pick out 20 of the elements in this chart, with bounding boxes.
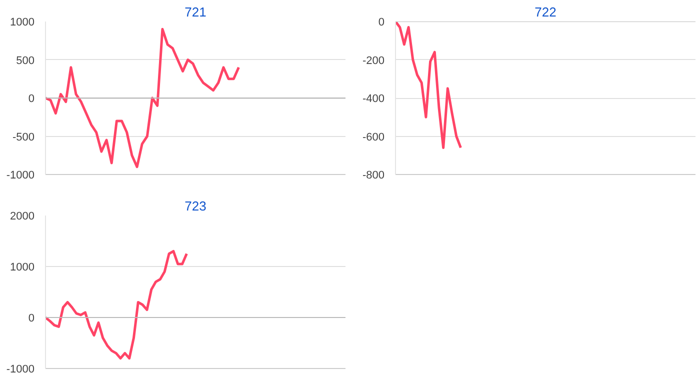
line-series <box>46 28 240 168</box>
y-tick-label: 1000 <box>10 16 35 28</box>
y-tick-label: 500 <box>16 54 35 67</box>
y-tick-label: -400 <box>362 93 385 105</box>
line-series <box>46 250 188 360</box>
y-tick-label: -600 <box>362 131 385 144</box>
chart-title: 722 <box>534 4 556 20</box>
y-tick-label: 2000 <box>10 210 35 222</box>
y-tick-label: 0 <box>28 312 35 324</box>
y-tick-label: 0 <box>378 16 385 28</box>
chart-title: 723 <box>184 198 206 214</box>
y-tick-label: -1000 <box>6 364 35 376</box>
chart-title: 721 <box>184 4 206 20</box>
y-tick-label: 1000 <box>10 262 35 274</box>
y-tick-label: -1000 <box>6 170 35 182</box>
y-tick-label: -800 <box>362 170 385 182</box>
y-tick-label: 0 <box>28 93 35 105</box>
line-series <box>396 22 462 149</box>
y-tick-label: -500 <box>12 131 35 144</box>
y-tick-label: -200 <box>362 54 385 67</box>
